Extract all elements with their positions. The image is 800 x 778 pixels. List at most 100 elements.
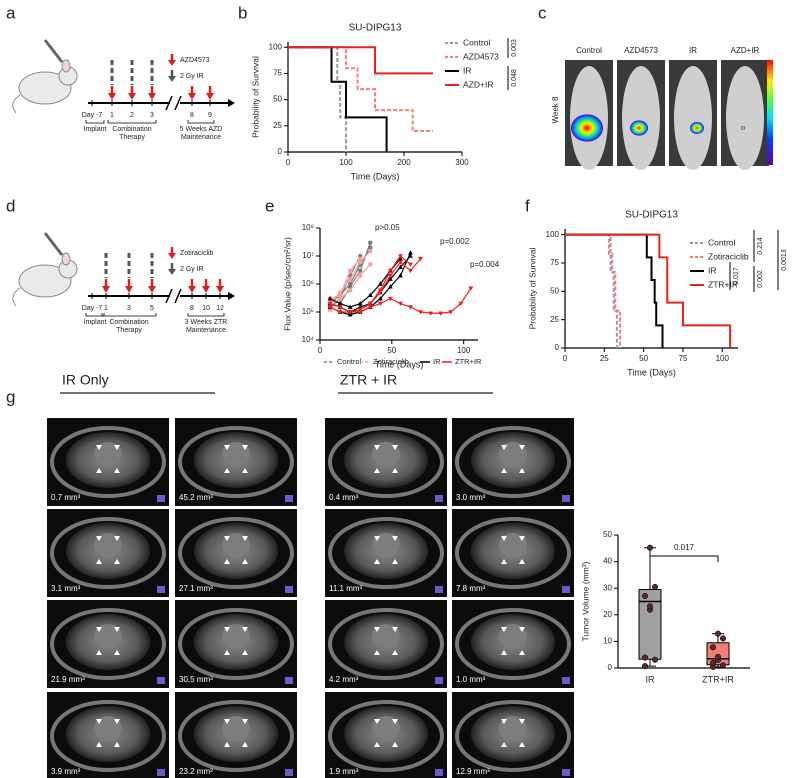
legend-label: IR (708, 265, 717, 275)
legend-drug-head (168, 60, 176, 66)
drug-dose-head (128, 93, 136, 100)
phase-label: Therapy (119, 134, 145, 141)
mri-cerebellum (94, 442, 122, 466)
legend-label: IR (463, 65, 472, 75)
data-point (387, 284, 393, 289)
data-point (348, 288, 353, 293)
mri-icon (157, 677, 165, 684)
mri-cerebellum (222, 716, 250, 740)
mri-arrowhead (114, 719, 120, 724)
mri-arrowhead (392, 445, 398, 450)
mri-arrowhead (224, 536, 230, 541)
mri-arrowhead (96, 468, 102, 473)
data-point (398, 254, 403, 259)
data-point (646, 544, 654, 551)
volume-label: 3.9 mm³ (51, 767, 81, 776)
data-point (651, 656, 659, 663)
legend-label: Control (463, 37, 491, 47)
data-point (337, 305, 343, 310)
y-tick-label: 50 (603, 530, 612, 539)
phase-label: Therapy (116, 327, 142, 334)
mouse-silhouette (726, 66, 764, 170)
data-point (387, 273, 393, 279)
mouse-tail (12, 94, 21, 114)
bli-signal (571, 114, 603, 142)
mri-arrowhead (374, 627, 380, 632)
data-point (327, 296, 333, 301)
image-column-label: IR (689, 46, 697, 55)
mri-arrowhead (392, 536, 398, 541)
mri-arrowhead (392, 627, 398, 632)
x-tick-label: 50 (387, 346, 396, 355)
data-point (358, 260, 363, 265)
data-point (358, 273, 363, 278)
mri-arrowhead (224, 627, 230, 632)
x-axis-label: Time (Days) (351, 171, 400, 181)
mri-arrowhead (224, 650, 230, 655)
image-row-label: Week 8 (551, 96, 560, 124)
day-label: 12 (216, 305, 224, 312)
phase-bracket (107, 120, 157, 124)
volume-label: 3.0 mm³ (456, 493, 486, 502)
mri-arrowhead (224, 742, 230, 747)
y-tick-label: 10 (603, 637, 612, 646)
mri-cerebellum (222, 624, 250, 648)
mri-arrowhead (501, 468, 507, 473)
mri-arrowhead (519, 650, 525, 655)
timeline-arrow (228, 99, 235, 107)
mri-skull (328, 700, 444, 772)
mri-icon (562, 769, 570, 776)
mri-arrowhead (114, 445, 120, 450)
data-point (348, 268, 353, 273)
data-point (348, 277, 353, 282)
data-point (327, 305, 333, 310)
day-label: 3 (150, 112, 154, 119)
mri-icon (157, 769, 165, 776)
mri-skull (50, 700, 166, 772)
mri-arrowhead (501, 719, 507, 724)
data-point (337, 310, 343, 315)
drug-dose-head (148, 93, 156, 100)
legend-ir-label: 2 Gy IR (180, 73, 204, 80)
mri-skull (328, 608, 444, 680)
x-tick-label: 0 (563, 354, 568, 363)
x-tick-label: 200 (397, 158, 411, 167)
survival-curve (288, 46, 433, 133)
phase-bracket (85, 120, 105, 124)
mri-arrowhead (96, 536, 102, 541)
data-point (367, 301, 373, 307)
volume-label: 45.2 mm³ (179, 493, 213, 502)
p-value: 0.048 (511, 69, 518, 87)
data-point (368, 240, 373, 245)
data-point (398, 301, 403, 307)
mri-arrowhead (224, 719, 230, 724)
data-point (367, 305, 373, 310)
mri-arrowhead (392, 742, 398, 747)
phase-label: Maintenance (186, 327, 226, 334)
phase-label: Implant (84, 319, 107, 326)
p-annotation: p=0.004 (470, 260, 500, 269)
data-point (719, 662, 727, 669)
mri-arrowhead (224, 445, 230, 450)
mri-arrowhead (224, 468, 230, 473)
data-point (398, 272, 403, 278)
mri-arrowhead (519, 627, 525, 632)
timeline-break (165, 95, 182, 111)
mri-arrowhead (96, 559, 102, 564)
data-point (368, 249, 373, 254)
box (638, 589, 662, 660)
mri-arrowhead (114, 650, 120, 655)
bli-signal (741, 126, 745, 130)
mri-cerebellum (94, 533, 122, 557)
x-tick-label: 0 (286, 158, 291, 167)
p-value: 0.0013 (781, 249, 788, 271)
legend-label: AZD+IR (463, 79, 493, 89)
legend-label: IR (433, 357, 441, 366)
x-tick-label: 100 (457, 346, 471, 355)
day-label: 9 (208, 112, 212, 119)
drug-dose-head (188, 286, 196, 293)
data-point (448, 310, 454, 315)
panel-label: b (238, 3, 247, 22)
legend-drug-head (168, 253, 176, 259)
